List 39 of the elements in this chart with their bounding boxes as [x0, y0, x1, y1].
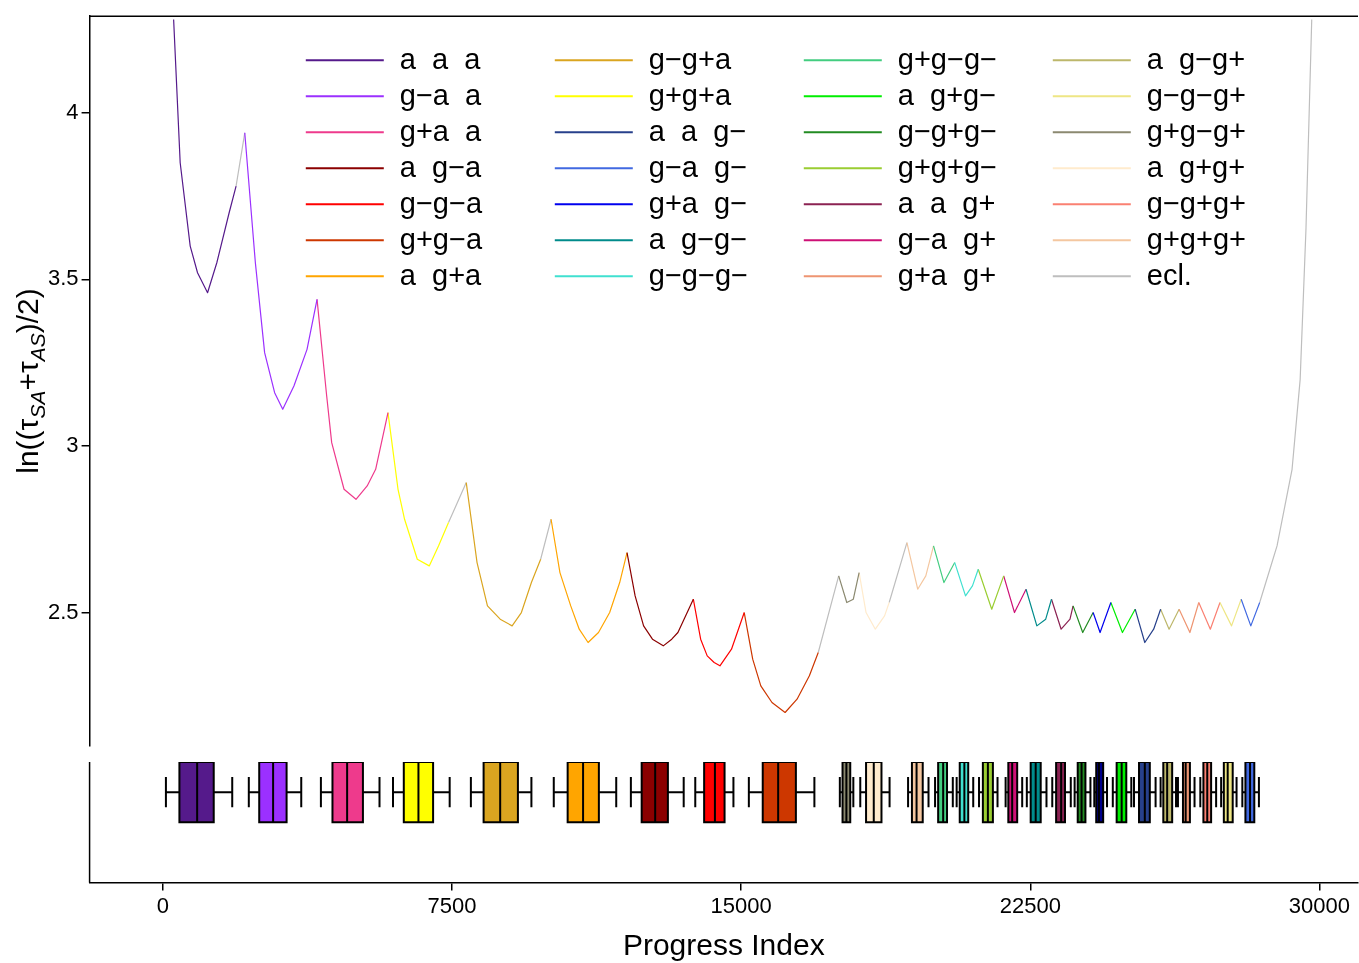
y-tick-label: 3.5: [47, 265, 79, 291]
legend-label: g−g+g+: [1146, 187, 1246, 220]
legend-label: g+g+g+: [1146, 223, 1246, 256]
x-axis-title: Progress Index: [622, 928, 825, 962]
legend-label: g−a a: [399, 79, 483, 112]
legend-label: g+g+a: [648, 79, 732, 112]
legend-label: g−a g−: [648, 151, 748, 184]
x-tick-label: 22500: [999, 892, 1061, 918]
y-tick-label: 3: [66, 432, 79, 458]
legend-label: a a g+: [897, 187, 996, 220]
legend-label: ecl.: [1146, 259, 1192, 292]
legend-label: g+a g+: [897, 259, 997, 292]
legend-label: a g−a: [399, 151, 483, 184]
legend-label: g−g−a: [399, 187, 483, 220]
legend-label: a g−g+: [1146, 43, 1246, 76]
legend-label: g−g+g−: [897, 115, 997, 148]
x-tick-label: 15000: [710, 892, 772, 918]
legend-label: a a g−: [648, 115, 747, 148]
legend-label: a g−g−: [648, 223, 748, 256]
legend-label: g+g−g+: [1146, 115, 1246, 148]
legend-label: g−g−g+: [1146, 79, 1246, 112]
y-tick-label: 2.5: [47, 598, 79, 624]
legend-label: g+a g−: [648, 187, 748, 220]
legend-label: a g+a: [399, 259, 483, 292]
x-tick-label: 7500: [427, 892, 477, 918]
legend-label: g−a g+: [897, 223, 997, 256]
legend-label: g+g−g−: [897, 43, 997, 76]
x-tick-label: 30000: [1288, 892, 1351, 918]
legend-label: g−g+a: [648, 43, 732, 76]
legend-label: g−g−g−: [648, 259, 748, 292]
legend-label: g+a a: [399, 115, 483, 148]
legend-label: g+g+g−: [897, 151, 997, 184]
legend-label: a a a: [399, 43, 482, 76]
legend-label: a g+g+: [1146, 151, 1246, 184]
legend-label: g+g−a: [399, 223, 483, 256]
y-tick-label: 4: [66, 98, 79, 124]
y-axis-title: ln((τSA+τAS)/2): [11, 288, 49, 474]
x-tick-label: 0: [156, 892, 169, 918]
legend-label: a g+g−: [897, 79, 997, 112]
